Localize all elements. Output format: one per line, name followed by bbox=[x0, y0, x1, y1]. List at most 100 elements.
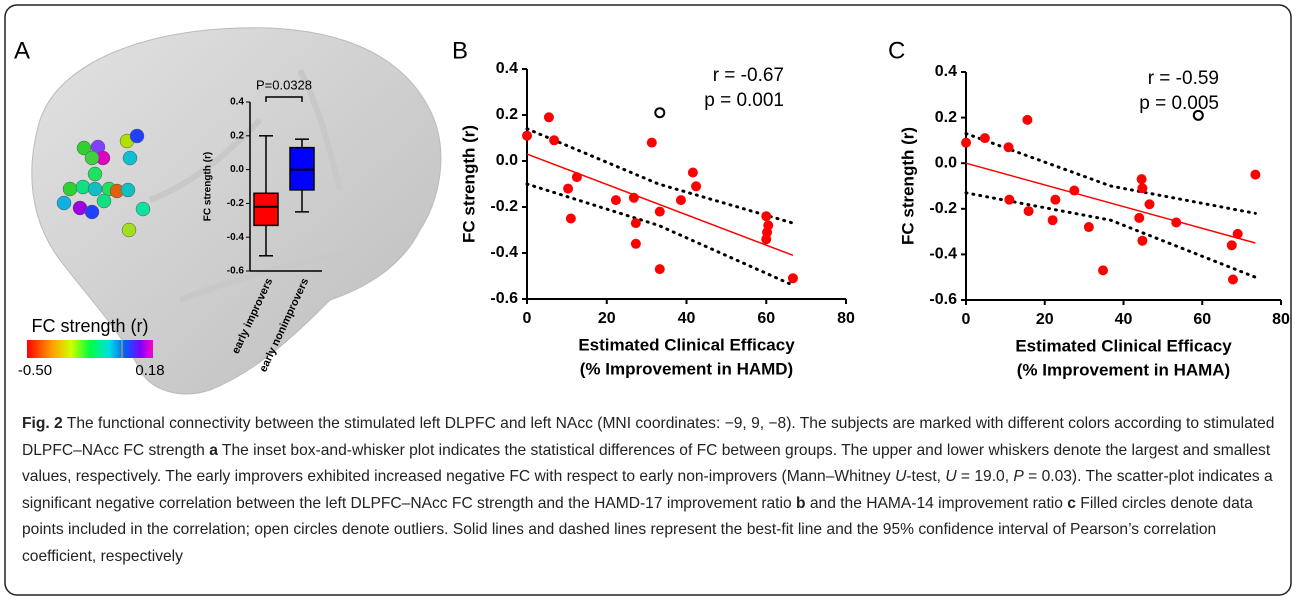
data-point bbox=[1144, 199, 1155, 210]
x-tick-label: 20 bbox=[598, 310, 616, 327]
data-point bbox=[630, 218, 641, 229]
stat-annotation: r = -0.59 bbox=[1148, 68, 1219, 89]
y-tick-label: -0.6 bbox=[929, 291, 957, 308]
data-point bbox=[630, 238, 641, 249]
sphere bbox=[122, 150, 138, 166]
subject-spheres bbox=[56, 128, 151, 238]
data-point bbox=[1226, 240, 1237, 251]
panel-label: A bbox=[14, 37, 30, 64]
y-tick-label: 0.4 bbox=[230, 97, 244, 108]
fit-line bbox=[965, 162, 1256, 244]
data-point bbox=[654, 206, 665, 217]
caption: Fig. 2 The functional connectivity betwe… bbox=[22, 411, 1284, 571]
stat-annotation: p = 0.005 bbox=[1139, 93, 1219, 114]
data-point bbox=[1003, 142, 1014, 153]
data-point bbox=[1171, 217, 1182, 228]
data-point bbox=[787, 273, 798, 284]
sphere bbox=[87, 181, 103, 197]
colorbar bbox=[27, 340, 153, 358]
data-point bbox=[1069, 185, 1080, 196]
y-axis-label: FC strength (r) bbox=[898, 127, 917, 245]
x-tick-label: 80 bbox=[1272, 311, 1290, 328]
x-tick-label: 60 bbox=[757, 310, 775, 327]
data-point bbox=[522, 130, 532, 141]
caption-panel-ref: b bbox=[796, 494, 806, 512]
y-tick-label: -0.4 bbox=[227, 232, 245, 243]
y-tick-label: 0.0 bbox=[496, 152, 518, 169]
data-point bbox=[563, 183, 574, 194]
data-point bbox=[687, 167, 698, 178]
y-axis-label: FC strength (r) bbox=[203, 152, 214, 221]
data-point bbox=[1047, 215, 1058, 226]
x-axis-label: Estimated Clinical Efficacy bbox=[1015, 336, 1232, 355]
stat-annotation: r = -0.67 bbox=[713, 65, 784, 86]
caption-text: = 19.0, bbox=[956, 468, 1014, 486]
y-tick-label: 0.2 bbox=[230, 130, 244, 141]
data-point bbox=[761, 211, 772, 222]
data-point bbox=[571, 172, 582, 183]
data-point bbox=[979, 133, 990, 144]
ci-line bbox=[964, 191, 1257, 279]
fit-line bbox=[526, 153, 794, 257]
caption-text: Filled circles denote data points includ… bbox=[22, 494, 1253, 565]
y-tick-label: 0.2 bbox=[496, 106, 518, 123]
data-point bbox=[1050, 194, 1061, 205]
colorbar-title: FC strength (r) bbox=[31, 316, 148, 336]
p-annotation: P=0.0328 bbox=[256, 77, 312, 92]
data-point bbox=[961, 137, 971, 148]
sphere bbox=[84, 150, 100, 166]
x-axis-label: Estimated Clinical Efficacy bbox=[578, 335, 795, 354]
data-point bbox=[1023, 206, 1034, 217]
x-tick-label: 60 bbox=[1193, 311, 1211, 328]
y-tick-label: -0.2 bbox=[490, 198, 518, 215]
sphere bbox=[62, 181, 78, 197]
sphere bbox=[135, 201, 151, 217]
y-tick-label: 0.2 bbox=[935, 109, 957, 126]
outlier-point bbox=[1192, 109, 1204, 121]
y-tick-label: -0.4 bbox=[929, 246, 957, 263]
data-point bbox=[761, 234, 772, 245]
sphere bbox=[87, 166, 103, 182]
x-tick-label: 0 bbox=[523, 310, 532, 327]
data-point bbox=[610, 195, 621, 206]
data-point bbox=[1098, 265, 1109, 276]
stat-annotation: p = 0.001 bbox=[704, 90, 784, 111]
outlier-point bbox=[654, 107, 666, 119]
y-axis-label: FC strength (r) bbox=[459, 125, 478, 243]
colorbar-tick-label: 0.18 bbox=[135, 362, 164, 379]
x-tick-label: 80 bbox=[837, 310, 855, 327]
data-point bbox=[1136, 174, 1147, 185]
caption-panel-ref: c bbox=[1067, 494, 1076, 512]
x-tick-label: 0 bbox=[962, 311, 971, 328]
caption-text: The functional connectivity between the … bbox=[22, 415, 1275, 459]
caption-stat: P bbox=[1013, 468, 1024, 486]
data-point bbox=[565, 213, 576, 224]
data-point bbox=[691, 181, 702, 192]
y-tick-label: -0.2 bbox=[227, 198, 245, 209]
caption-text: = 0.03). The scatter-plot indicates a si… bbox=[22, 468, 1273, 512]
significance-bracket bbox=[265, 96, 303, 102]
data-point bbox=[1022, 114, 1033, 125]
sphere bbox=[96, 193, 112, 209]
y-tick-label: 0.0 bbox=[935, 154, 957, 171]
caption-text: and the HAMA-14 improvement ratio bbox=[805, 494, 1068, 512]
y-tick-label: 0.4 bbox=[935, 63, 957, 80]
panel-label: C bbox=[888, 37, 905, 64]
data-point bbox=[1004, 194, 1015, 205]
y-tick-label: -0.2 bbox=[929, 200, 957, 217]
data-point bbox=[1232, 228, 1243, 239]
sphere bbox=[56, 195, 72, 211]
brain-surface bbox=[31, 27, 442, 395]
data-point bbox=[543, 112, 554, 123]
y-tick-label: -0.6 bbox=[490, 290, 518, 307]
data-point bbox=[646, 137, 657, 148]
sphere bbox=[129, 128, 145, 144]
data-point bbox=[1250, 169, 1261, 180]
x-tick-label: 20 bbox=[1036, 311, 1054, 328]
caption-text: The inset box-and-whisker plot indicates… bbox=[22, 441, 1271, 486]
sphere bbox=[75, 179, 91, 195]
data-point bbox=[1137, 183, 1148, 194]
caption-stat: U bbox=[895, 468, 907, 486]
